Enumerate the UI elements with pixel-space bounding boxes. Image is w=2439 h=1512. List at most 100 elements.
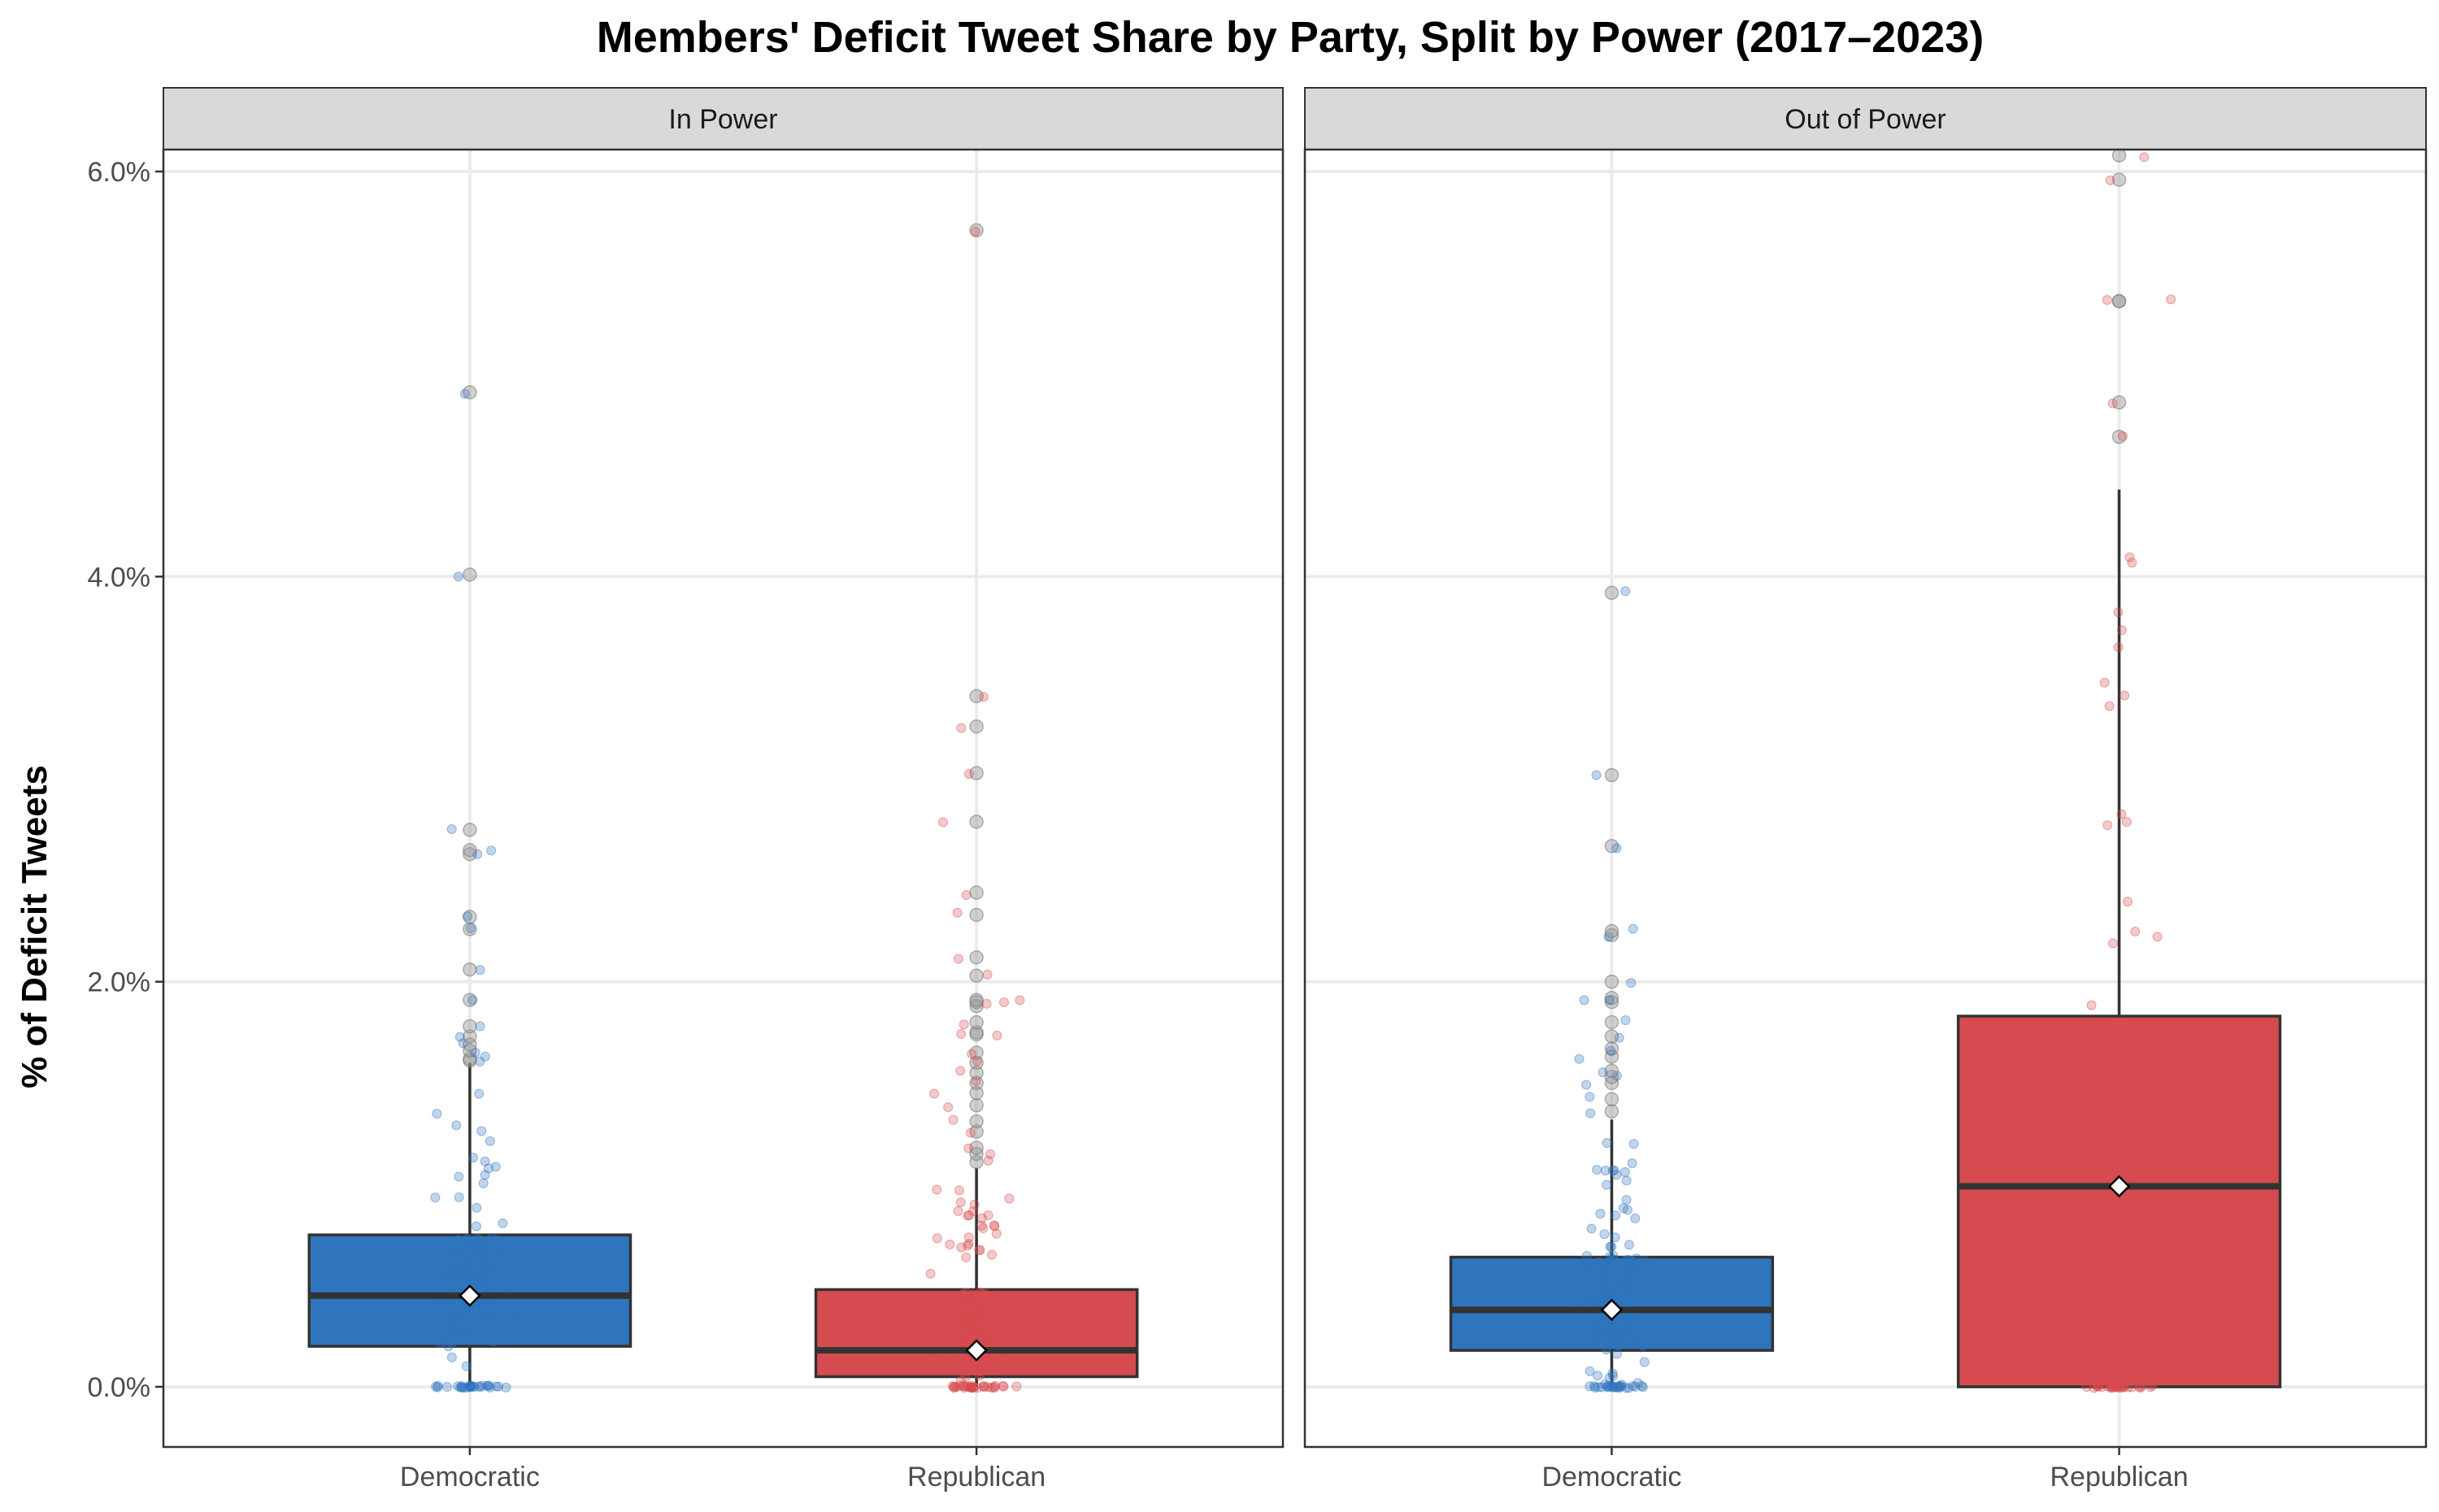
jitter-point bbox=[465, 923, 476, 933]
panel-background bbox=[163, 150, 1283, 1447]
jitter-point bbox=[2118, 431, 2128, 441]
jitter-point bbox=[2079, 1061, 2089, 1071]
jitter-point bbox=[963, 1301, 974, 1311]
jitter-point bbox=[1616, 1332, 1627, 1343]
jitter-point bbox=[963, 1321, 974, 1332]
jitter-point bbox=[475, 1298, 485, 1309]
outlier-point bbox=[969, 1124, 984, 1139]
jitter-point bbox=[1597, 1290, 1607, 1301]
jitter-point bbox=[1616, 1381, 1627, 1392]
jitter-point bbox=[1611, 1170, 1622, 1180]
jitter-point bbox=[982, 1335, 993, 1345]
jitter-point bbox=[1594, 1327, 1605, 1337]
jitter-point bbox=[1603, 1381, 1614, 1392]
jitter-point bbox=[448, 1271, 459, 1281]
jitter-point bbox=[1594, 1257, 1605, 1267]
jitter-point bbox=[963, 1239, 974, 1249]
jitter-point bbox=[956, 1306, 967, 1316]
box-body bbox=[1449, 1255, 1775, 1352]
jitter-point bbox=[2115, 1247, 2126, 1258]
jitter-point bbox=[485, 1136, 495, 1146]
jitter-point bbox=[2130, 1214, 2141, 1224]
outlier-point bbox=[1604, 1015, 1619, 1030]
jitter-point bbox=[1581, 1250, 1592, 1261]
outlier-point bbox=[463, 567, 477, 582]
jitter-point bbox=[987, 1249, 998, 1260]
jitter-point bbox=[2107, 1383, 2118, 1393]
jitter-point bbox=[501, 1382, 511, 1393]
jitter-point bbox=[975, 1288, 985, 1298]
jitter-point bbox=[456, 1381, 467, 1392]
jitter-point bbox=[1606, 1382, 1616, 1393]
jitter-point bbox=[446, 1352, 457, 1362]
jitter-point bbox=[480, 1251, 491, 1262]
jitter-point bbox=[952, 907, 963, 918]
jitter-point bbox=[434, 1332, 445, 1343]
jitter-point bbox=[983, 1382, 993, 1393]
jitter-point bbox=[1624, 1240, 1635, 1250]
jitter-point bbox=[457, 1262, 467, 1272]
jitter-point bbox=[445, 1266, 455, 1276]
jitter-point bbox=[961, 1252, 972, 1262]
jitter-point bbox=[972, 1310, 982, 1321]
jitter-point bbox=[1639, 1357, 1650, 1367]
jitter-point bbox=[2106, 1383, 2116, 1393]
jitter-point bbox=[2137, 1356, 2147, 1366]
jitter-point bbox=[1625, 1255, 1636, 1266]
jitter-point bbox=[2122, 1336, 2132, 1346]
y-tick-label: 0.0% bbox=[88, 1372, 151, 1403]
box-republican bbox=[814, 223, 1139, 1393]
jitter-point bbox=[1611, 1349, 1622, 1359]
jitter-point bbox=[1603, 1276, 1614, 1287]
jitter-point bbox=[2081, 1382, 2092, 1393]
jitter-point bbox=[2123, 1367, 2133, 1378]
jitter-point bbox=[453, 1248, 463, 1258]
jitter-point bbox=[463, 911, 473, 922]
jitter-point bbox=[2105, 1270, 2115, 1280]
jitter-point bbox=[969, 1383, 980, 1393]
jitter-point bbox=[472, 1250, 482, 1261]
jitter-point bbox=[990, 1380, 1001, 1391]
jitter-point bbox=[989, 1220, 999, 1231]
jitter-point bbox=[950, 1306, 960, 1317]
x-tick-label: Republican bbox=[907, 1462, 1046, 1492]
jitter-point bbox=[435, 1338, 446, 1349]
jitter-point bbox=[964, 1293, 975, 1304]
jitter-point bbox=[511, 1314, 521, 1324]
jitter-point bbox=[483, 1163, 493, 1174]
jitter-point bbox=[993, 1323, 1003, 1334]
jitter-point bbox=[1598, 1067, 1608, 1078]
jitter-point bbox=[1004, 1193, 1015, 1204]
outlier-point bbox=[969, 1075, 984, 1090]
jitter-point bbox=[977, 1314, 988, 1324]
jitter-point bbox=[1002, 1319, 1012, 1329]
jitter-point bbox=[1615, 1380, 1625, 1391]
panel-border bbox=[1303, 148, 2428, 1449]
jitter-point bbox=[959, 1314, 970, 1325]
jitter-point bbox=[2115, 1323, 2126, 1334]
jitter-point bbox=[473, 1241, 484, 1252]
jitter-point bbox=[1593, 1382, 1604, 1393]
jitter-point bbox=[465, 1382, 476, 1393]
jitter-point bbox=[459, 1255, 470, 1266]
outlier-point bbox=[463, 922, 477, 936]
jitter-point bbox=[2108, 1119, 2119, 1130]
jitter-point bbox=[1606, 1045, 1616, 1056]
outlier-point bbox=[969, 1114, 984, 1129]
mean-marker bbox=[1600, 1298, 1624, 1322]
jitter-point bbox=[2116, 809, 2127, 819]
jitter-point bbox=[947, 1381, 958, 1392]
jitter-point bbox=[2103, 1284, 2114, 1295]
jitter-point bbox=[446, 1338, 457, 1349]
outlier-point bbox=[1604, 1092, 1619, 1106]
jitter-point bbox=[481, 1250, 492, 1261]
jitter-point bbox=[1612, 1323, 1623, 1334]
jitter-point bbox=[933, 1354, 943, 1365]
jitter-point bbox=[1615, 1340, 1625, 1350]
jitter-point bbox=[941, 1323, 952, 1334]
y-axis-label: % of Deficit Tweets bbox=[15, 765, 54, 1088]
jitter-point bbox=[480, 1170, 490, 1180]
jitter-point bbox=[2089, 1383, 2099, 1393]
outlier-point bbox=[969, 1085, 984, 1101]
